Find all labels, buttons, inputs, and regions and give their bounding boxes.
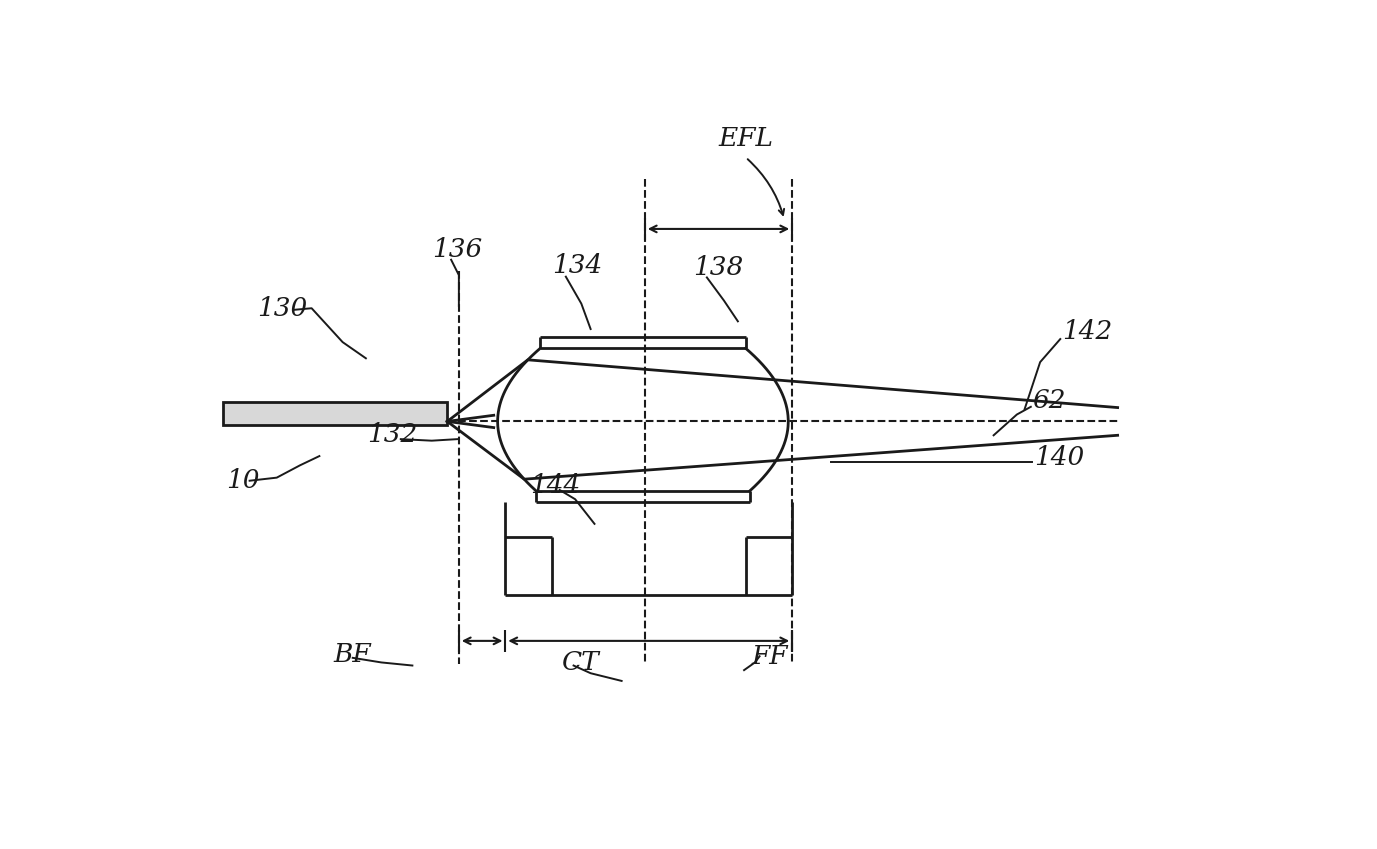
Text: CT: CT [562, 650, 600, 675]
Text: 132: 132 [368, 422, 417, 447]
Text: 142: 142 [1062, 319, 1113, 344]
Text: BF: BF [333, 642, 370, 667]
Text: 10: 10 [226, 468, 260, 493]
Text: 136: 136 [432, 237, 482, 262]
Text: 130: 130 [257, 295, 307, 321]
Text: 140: 140 [1034, 445, 1084, 470]
Polygon shape [223, 402, 448, 425]
Text: EFL: EFL [719, 126, 774, 150]
Text: 144: 144 [530, 473, 581, 498]
Text: 138: 138 [693, 255, 744, 280]
Text: FF: FF [752, 644, 788, 669]
Text: 134: 134 [552, 253, 602, 278]
Text: 62: 62 [1033, 388, 1066, 413]
